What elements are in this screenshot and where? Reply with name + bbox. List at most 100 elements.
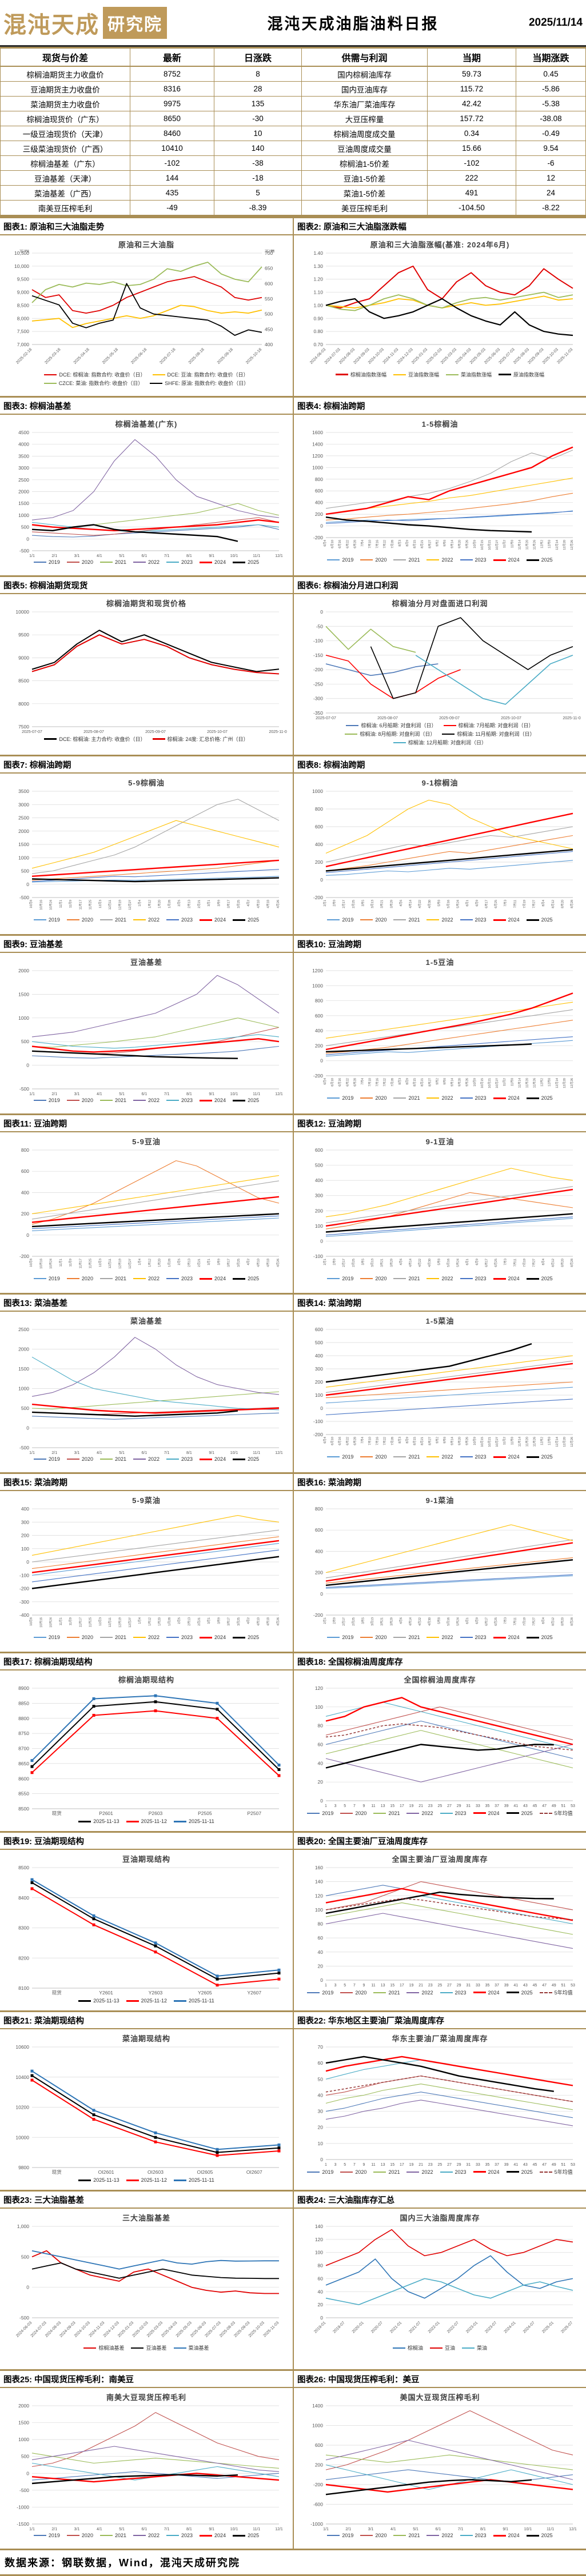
legend-swatch bbox=[78, 2000, 91, 2002]
chart-legend: 棕榈油基差 豆油基差 菜油基差 bbox=[0, 2344, 293, 2351]
legend-item: 2025-11-11 bbox=[174, 1818, 214, 1824]
svg-text:-200: -200 bbox=[313, 1432, 322, 1437]
table-row: 南美豆压榨毛利 -49 -8.39 美豆压榨毛利 -104.50 -8.22 bbox=[0, 200, 586, 216]
svg-text:6月22: 6月22 bbox=[345, 1437, 349, 1445]
svg-text:100: 100 bbox=[21, 1546, 29, 1552]
legend-item: 棕榈油: 8月船期: 对盘利润（日） bbox=[345, 730, 435, 738]
svg-text:1500: 1500 bbox=[18, 1366, 29, 1372]
svg-text:500: 500 bbox=[21, 2454, 29, 2459]
svg-text:9月20: 9月20 bbox=[457, 1437, 461, 1445]
legend-swatch bbox=[200, 561, 213, 563]
svg-text:11/1: 11/1 bbox=[547, 2527, 554, 2531]
chart-title: 豆油基差 bbox=[130, 958, 162, 967]
svg-text:49: 49 bbox=[551, 1804, 556, 1808]
legend-label: 2019 bbox=[48, 1634, 60, 1640]
legend-item: 2025-11-11 bbox=[174, 1998, 214, 2004]
legend-swatch bbox=[166, 1637, 180, 1638]
chart-legend: 2019 2020 2021 2022 2023 2024 2025 bbox=[0, 1097, 293, 1103]
svg-text:10月24: 10月24 bbox=[49, 900, 53, 910]
legend-swatch bbox=[83, 2347, 97, 2349]
svg-text:12月20: 12月20 bbox=[562, 1437, 566, 1447]
row-value: 0.45 bbox=[516, 66, 586, 82]
svg-text:800: 800 bbox=[314, 998, 322, 1004]
legend-label: 2023 bbox=[181, 559, 193, 565]
svg-text:-100: -100 bbox=[313, 1253, 322, 1259]
chart-legend: 2019 2020 2021 2022 2023 2024 2025 5年均值 bbox=[294, 2168, 586, 2176]
legend-swatch bbox=[426, 1097, 440, 1099]
chart-title: 5-9棕榈油 bbox=[128, 779, 165, 787]
svg-text:1000: 1000 bbox=[18, 1386, 29, 1392]
svg-text:-500: -500 bbox=[19, 2315, 29, 2321]
legend-item: 2021 bbox=[393, 1454, 420, 1460]
svg-text:7月16: 7月16 bbox=[375, 1078, 379, 1087]
legend-label: 2025 bbox=[541, 1095, 553, 1101]
svg-text:600: 600 bbox=[314, 488, 322, 494]
svg-text:3: 3 bbox=[334, 1984, 336, 1988]
legend-swatch bbox=[340, 1992, 353, 1993]
svg-text:8/1: 8/1 bbox=[186, 1092, 192, 1096]
svg-text:1500: 1500 bbox=[18, 2420, 29, 2426]
chart-header: 图表12: 豆油跨期 bbox=[294, 1113, 586, 1132]
svg-text:8700: 8700 bbox=[18, 1746, 29, 1752]
svg-text:29: 29 bbox=[456, 2163, 461, 2167]
chart-cell-7: 图表7: 棕榈油跨期 5-9棕榈油 3500 3000 2500 2000 1500 1000… bbox=[0, 755, 293, 934]
svg-text:3000: 3000 bbox=[18, 802, 29, 807]
chart-cell-11: 图表11: 豆油跨期 5-9豆油 800 600 400 200 0 -200 10月8 10月1… bbox=[0, 1113, 293, 1293]
legend-item: 5年均值 bbox=[539, 1989, 573, 1996]
svg-text:800: 800 bbox=[314, 806, 322, 812]
svg-text:29: 29 bbox=[456, 1804, 461, 1808]
svg-text:10月9: 10月9 bbox=[472, 1078, 476, 1087]
legend-swatch bbox=[327, 1097, 340, 1099]
legend-swatch bbox=[442, 733, 455, 735]
legend-label: 2020 bbox=[375, 1634, 387, 1640]
svg-text:-200: -200 bbox=[19, 1586, 29, 1592]
row-label: 豆油期货主力收盘价 bbox=[0, 81, 130, 97]
svg-text:8600: 8600 bbox=[18, 1776, 29, 1781]
svg-text:2月17: 2月17 bbox=[342, 1259, 346, 1267]
svg-text:21: 21 bbox=[418, 1984, 423, 1988]
legend-item: 棕榈油: 6月船期: 对盘利润（日） bbox=[346, 722, 437, 729]
chart-header: 图表2: 原油和三大油脂涨跌幅 bbox=[294, 217, 586, 235]
svg-text:现货: 现货 bbox=[52, 2169, 62, 2175]
svg-text:9月26: 9月26 bbox=[465, 1437, 469, 1445]
svg-text:1月28: 1月28 bbox=[168, 900, 172, 908]
legend-label: 2025 bbox=[541, 2533, 553, 2538]
svg-text:400: 400 bbox=[314, 842, 322, 847]
legend-label: 2019 bbox=[342, 917, 354, 923]
legend-swatch bbox=[200, 1099, 213, 1101]
legend-item: 2019 bbox=[327, 1634, 353, 1640]
svg-text:7500: 7500 bbox=[18, 724, 29, 730]
chart-cell-16: 图表16: 菜油跨期 9-1菜油 800 600 400 200 0 -200 2月1 2月9 2月… bbox=[293, 1472, 586, 1652]
legend-item: 2021 bbox=[99, 1276, 126, 1281]
legend-label: 2020 bbox=[375, 1276, 387, 1281]
svg-text:550: 550 bbox=[265, 296, 273, 302]
legend-swatch bbox=[499, 374, 512, 375]
legend-label: 2022 bbox=[441, 1276, 453, 1281]
legend-item: 2025 bbox=[526, 1095, 553, 1101]
legend-item: 2025 bbox=[233, 559, 259, 565]
legend-swatch bbox=[493, 559, 506, 561]
legend-label: 2022 bbox=[148, 1634, 160, 1640]
legend-swatch bbox=[526, 2534, 539, 2537]
row-label: 三级菜油现货价（广西） bbox=[0, 141, 130, 156]
svg-text:2/1: 2/1 bbox=[51, 554, 57, 558]
svg-text:5月8: 5月8 bbox=[437, 900, 441, 907]
svg-text:2025-07-18: 2025-07-18 bbox=[159, 347, 176, 364]
legend-label: 2019 bbox=[48, 1456, 60, 1462]
svg-text:4月14: 4月14 bbox=[408, 900, 412, 908]
legend-label: 2025 bbox=[248, 2533, 260, 2538]
svg-text:4/1: 4/1 bbox=[97, 554, 102, 558]
svg-text:5月24: 5月24 bbox=[456, 1259, 460, 1267]
svg-text:12/1: 12/1 bbox=[275, 554, 283, 558]
legend-label: 2025 bbox=[248, 1456, 260, 1462]
legend-item: 2024 bbox=[200, 2533, 226, 2538]
svg-text:49: 49 bbox=[551, 2163, 556, 2167]
legend-swatch bbox=[174, 2000, 187, 2002]
legend-item: 2023 bbox=[166, 1456, 193, 1462]
legend-swatch bbox=[346, 724, 359, 726]
svg-text:8500: 8500 bbox=[18, 1865, 29, 1870]
row-value: -8.39 bbox=[214, 200, 302, 216]
legend-swatch bbox=[78, 2179, 91, 2181]
